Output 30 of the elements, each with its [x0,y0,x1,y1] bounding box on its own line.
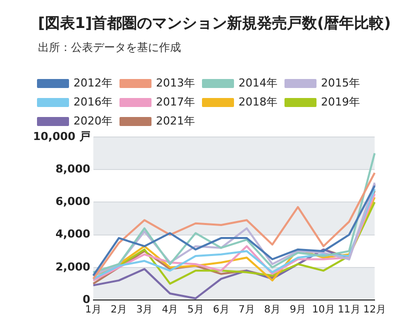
x-tick-label: 9月 [290,304,306,316]
legend-label: 2017年 [156,95,195,108]
legend-label: 2020年 [74,114,112,128]
legend-label: 2014年 [238,76,278,90]
x-tick-label: 3月 [136,304,153,316]
x-tick-label: 2月 [110,304,128,316]
x-tick-label: 1月 [85,304,102,316]
x-tick-label: 6月 [212,304,230,316]
y-tick-label: 2,000 [55,260,91,274]
x-tick-label: 10月 [312,304,335,316]
legend-label: 2021年 [156,114,195,128]
x-tick-label: 8月 [264,304,281,316]
text: 出所：公表データを基に作成 [38,40,181,55]
y-tick-label: 6,000 [55,195,91,208]
legend-label: 2016年 [74,95,112,108]
y-tick-label: 10,000 戸 [32,130,90,143]
y-tick-label: 4,000 [55,228,91,241]
x-tick-label: 12月 [363,304,386,316]
legend-label: 2019年 [320,95,360,108]
y-tick-label: 8,000 [55,162,91,176]
x-tick-label: 5月 [187,304,204,316]
x-tick-label: 11月 [338,304,360,316]
y-tick-label: 0 [82,292,91,306]
legend-label: 2015年 [320,76,360,90]
legend-label: 2018年 [238,95,278,108]
legend-label: 2013年 [156,76,195,90]
legend-label: 2012年 [74,76,112,90]
x-tick-label: 4月 [162,304,178,316]
chart-title: [図表1]首都圏のマンション新規発売戸数(暦年比較) [38,14,391,33]
x-tick-label: 7月 [238,304,255,316]
